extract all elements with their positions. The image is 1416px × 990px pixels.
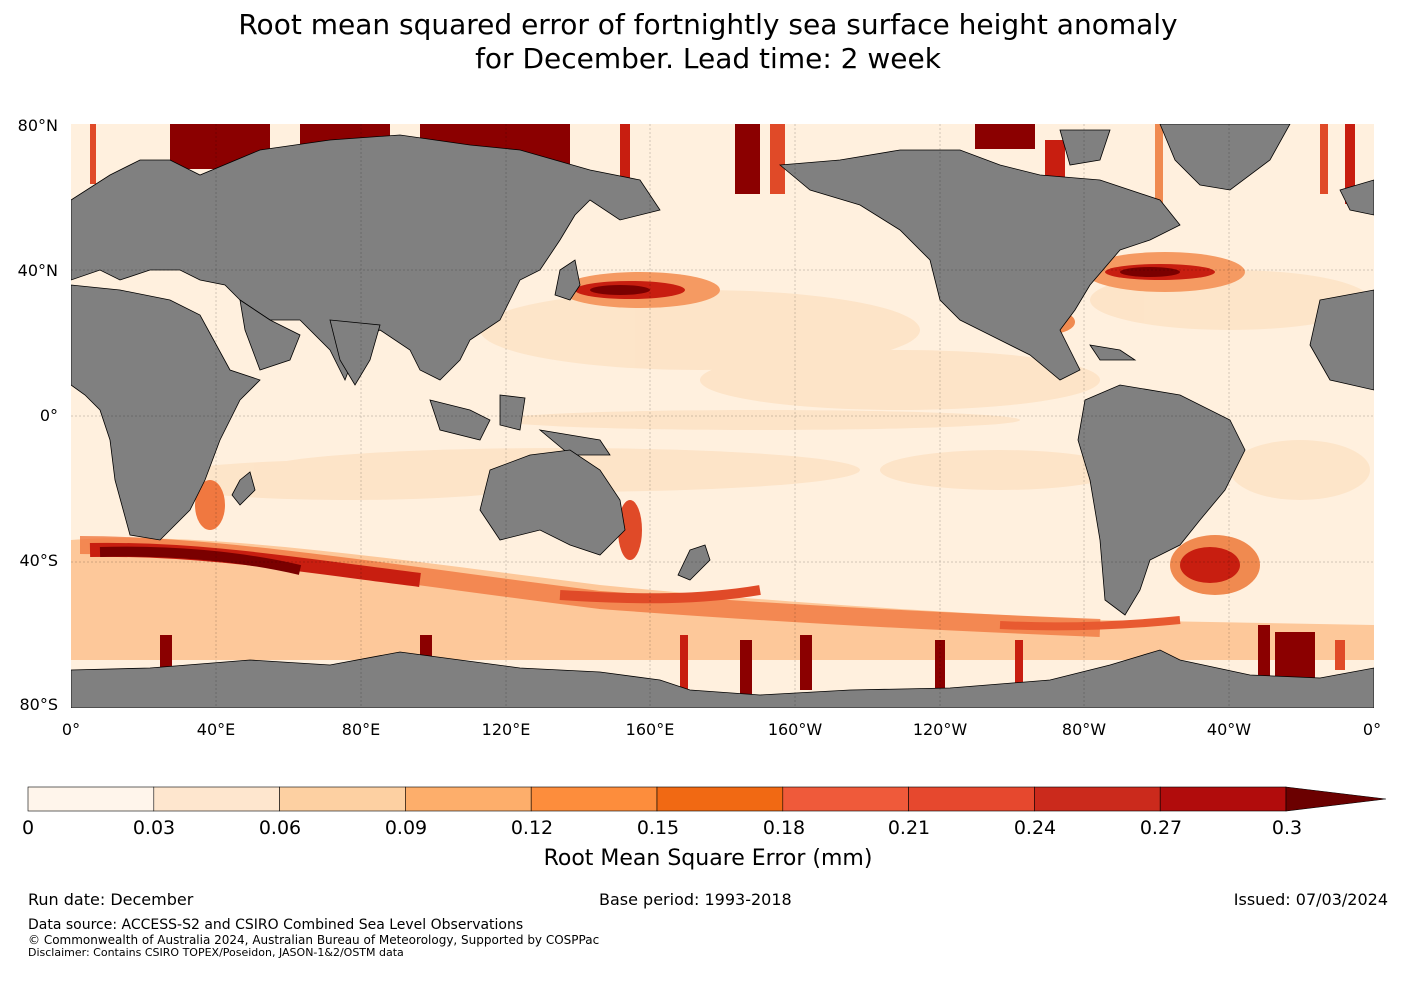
- agulhas-hotspot: [195, 480, 225, 530]
- issued-date: Issued: 07/03/2024: [1233, 890, 1388, 909]
- colorbar-segment: [908, 786, 1035, 812]
- lat-label-80s: 80°S: [19, 695, 58, 714]
- colorbar-segment: [1159, 786, 1287, 812]
- run-date: Run date: December: [28, 890, 194, 909]
- colorbar-tick: 0.3: [1271, 817, 1303, 839]
- lon-label-80w: 80°W: [1061, 720, 1107, 739]
- colorbar-segment: [656, 786, 784, 812]
- colorbar: [27, 786, 1387, 812]
- lon-label-0-right: 0°: [1362, 720, 1382, 739]
- title-line-2: for December. Lead time: 2 week: [475, 42, 941, 75]
- lat-label-0: 0°: [39, 406, 58, 425]
- lat-label-80n: 80°N: [17, 116, 58, 135]
- graticule: [71, 124, 1374, 708]
- lon-label-80e: 80°E: [341, 720, 381, 739]
- lon-label-120e: 120°E: [481, 720, 531, 739]
- colorbar-tick: 0.15: [636, 817, 680, 839]
- lon-label-40w: 40°W: [1206, 720, 1252, 739]
- colorbar-extend-arrow: [1285, 786, 1387, 812]
- lon-label-120w: 120°W: [912, 720, 968, 739]
- title-line-1: Root mean squared error of fortnightly s…: [238, 8, 1178, 41]
- east-australia-hotspot: [618, 500, 642, 560]
- colorbar-segment: [1034, 786, 1161, 812]
- colorbar-tick: 0.24: [1013, 817, 1057, 839]
- chart-title: Root mean squared error of fortnightly s…: [0, 8, 1416, 76]
- disclaimer: Disclaimer: Contains CSIRO TOPEX/Poseido…: [28, 946, 404, 959]
- colorbar-segment: [27, 786, 155, 812]
- confluence-hotspot: [1170, 535, 1260, 595]
- colorbar-segment: [530, 786, 658, 812]
- copyright: © Commonwealth of Australia 2024, Austra…: [28, 933, 600, 947]
- colorbar-tick: 0.12: [510, 817, 554, 839]
- colorbar-label: Root Mean Square Error (mm): [543, 846, 873, 871]
- lon-label-0: 0°: [61, 720, 81, 739]
- base-period: Base period: 1993-2018: [599, 890, 792, 909]
- southern-ocean-band: [71, 536, 1374, 660]
- lon-label-160w: 160°W: [767, 720, 823, 739]
- colorbar-segment: [782, 786, 909, 812]
- data-source: Data source: ACCESS-S2 and CSIRO Combine…: [28, 917, 524, 933]
- lat-label-40s: 40°S: [19, 551, 58, 570]
- colorbar-tick: 0.03: [132, 817, 176, 839]
- lon-label-40e: 40°E: [196, 720, 236, 739]
- colorbar-segment: [153, 786, 280, 812]
- lat-label-40n: 40°N: [17, 261, 58, 280]
- colorbar-segment: [279, 786, 406, 812]
- kuroshio-hotspot: [560, 272, 720, 308]
- colorbar-segment: [405, 786, 532, 812]
- colorbar-tick: 0: [21, 817, 35, 839]
- error-field-light: [150, 270, 1370, 500]
- colorbar-tick: 0.09: [384, 817, 428, 839]
- colorbar-tick: 0.06: [258, 817, 302, 839]
- colorbar-tick: 0.18: [762, 817, 806, 839]
- land: [71, 124, 1374, 708]
- colorbar-tick: 0.21: [887, 817, 931, 839]
- colorbar-tick: 0.27: [1139, 817, 1183, 839]
- lon-label-160e: 160°E: [625, 720, 675, 739]
